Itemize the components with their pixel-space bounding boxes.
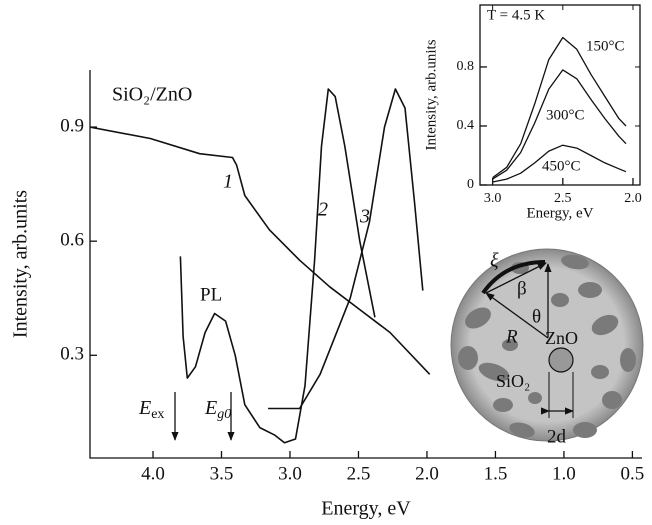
marker-subscript: ex bbox=[151, 407, 164, 422]
y-tick-label: 0.8 bbox=[457, 59, 475, 74]
diagram-label: 2d bbox=[547, 426, 567, 447]
x-tick-label: 0.5 bbox=[621, 463, 645, 484]
series-label: 300°C bbox=[546, 107, 585, 123]
marker-label: Eex bbox=[138, 397, 164, 423]
y-tick-label: 0.9 bbox=[60, 115, 84, 136]
x-tick-label: 3.0 bbox=[278, 463, 302, 484]
marker-subscript: g0 bbox=[217, 407, 231, 422]
chord-line bbox=[485, 262, 547, 294]
x-tick-label: 2.5 bbox=[347, 463, 371, 484]
x-tick-label: 2.0 bbox=[624, 191, 642, 206]
marker-symbol: E bbox=[204, 397, 217, 419]
line-series bbox=[89, 126, 431, 375]
chart-title: SiO₂/ZnO bbox=[112, 84, 192, 106]
line-series bbox=[268, 88, 424, 410]
annotation: PL bbox=[200, 284, 222, 305]
x-axis-label: Energy, eV bbox=[526, 205, 593, 221]
zno-particle bbox=[548, 347, 574, 373]
y-tick-label: 0.3 bbox=[60, 344, 84, 365]
x-axis-label: Energy, eV bbox=[321, 498, 411, 520]
y-tick-label: 0.4 bbox=[457, 118, 475, 133]
series-label: 1 bbox=[223, 171, 233, 193]
x-tick-label: 2.0 bbox=[415, 463, 439, 484]
chart-title: T = 4.5 K bbox=[487, 7, 545, 23]
x-tick-label: 4.0 bbox=[141, 463, 165, 484]
series-label: 150°C bbox=[586, 38, 625, 54]
particles bbox=[458, 254, 636, 438]
line-series bbox=[179, 88, 376, 444]
axes bbox=[89, 70, 642, 459]
inset-chart: 3.0 2.5 2.0 0 0.4 0.8 Energy, eV Intensity, arb… bbox=[423, 4, 642, 221]
diagram-label: θ bbox=[532, 306, 541, 327]
marker-symbol: E bbox=[138, 397, 151, 419]
x-tick-label: 1.5 bbox=[484, 463, 508, 484]
diagram-label: β bbox=[517, 278, 527, 299]
diagram-label: R bbox=[505, 326, 518, 347]
diagram-label: ξ bbox=[490, 250, 499, 272]
x-tick-label: 3.5 bbox=[210, 463, 234, 484]
line-series bbox=[492, 36, 627, 179]
diagram-label: ZnO bbox=[545, 328, 578, 348]
series-label: 450°C bbox=[542, 158, 581, 174]
y-tick-label: 0.6 bbox=[60, 230, 84, 251]
x-tick-label: 2.5 bbox=[554, 191, 572, 206]
series-label: 3 bbox=[359, 206, 370, 228]
x-tick-label: 1.0 bbox=[552, 463, 576, 484]
line-series bbox=[492, 144, 627, 183]
marker-label: Eg0 bbox=[204, 397, 231, 423]
arc-xi bbox=[481, 260, 546, 295]
y-axis-label: Intensity, arb.units bbox=[10, 190, 32, 338]
x-tick-label: 3.0 bbox=[484, 191, 502, 206]
y-axis-label: Intensity, arb.units bbox=[423, 39, 439, 150]
inset-frame bbox=[479, 4, 641, 186]
y-tick-label: 0 bbox=[467, 177, 474, 192]
series-label: 2 bbox=[318, 199, 328, 221]
diagram-label: SiO₂ bbox=[496, 371, 530, 391]
main-chart: 4.0 3.5 3.0 2.5 2.0 1.5 1.0 0.5 0.3 0.6 0.9 Energy,… bbox=[10, 70, 645, 520]
line-series bbox=[492, 69, 627, 180]
nanocomposite-diagram: ξ β θ R ZnO SiO₂ 2d bbox=[450, 248, 644, 447]
radius-line bbox=[485, 292, 549, 339]
